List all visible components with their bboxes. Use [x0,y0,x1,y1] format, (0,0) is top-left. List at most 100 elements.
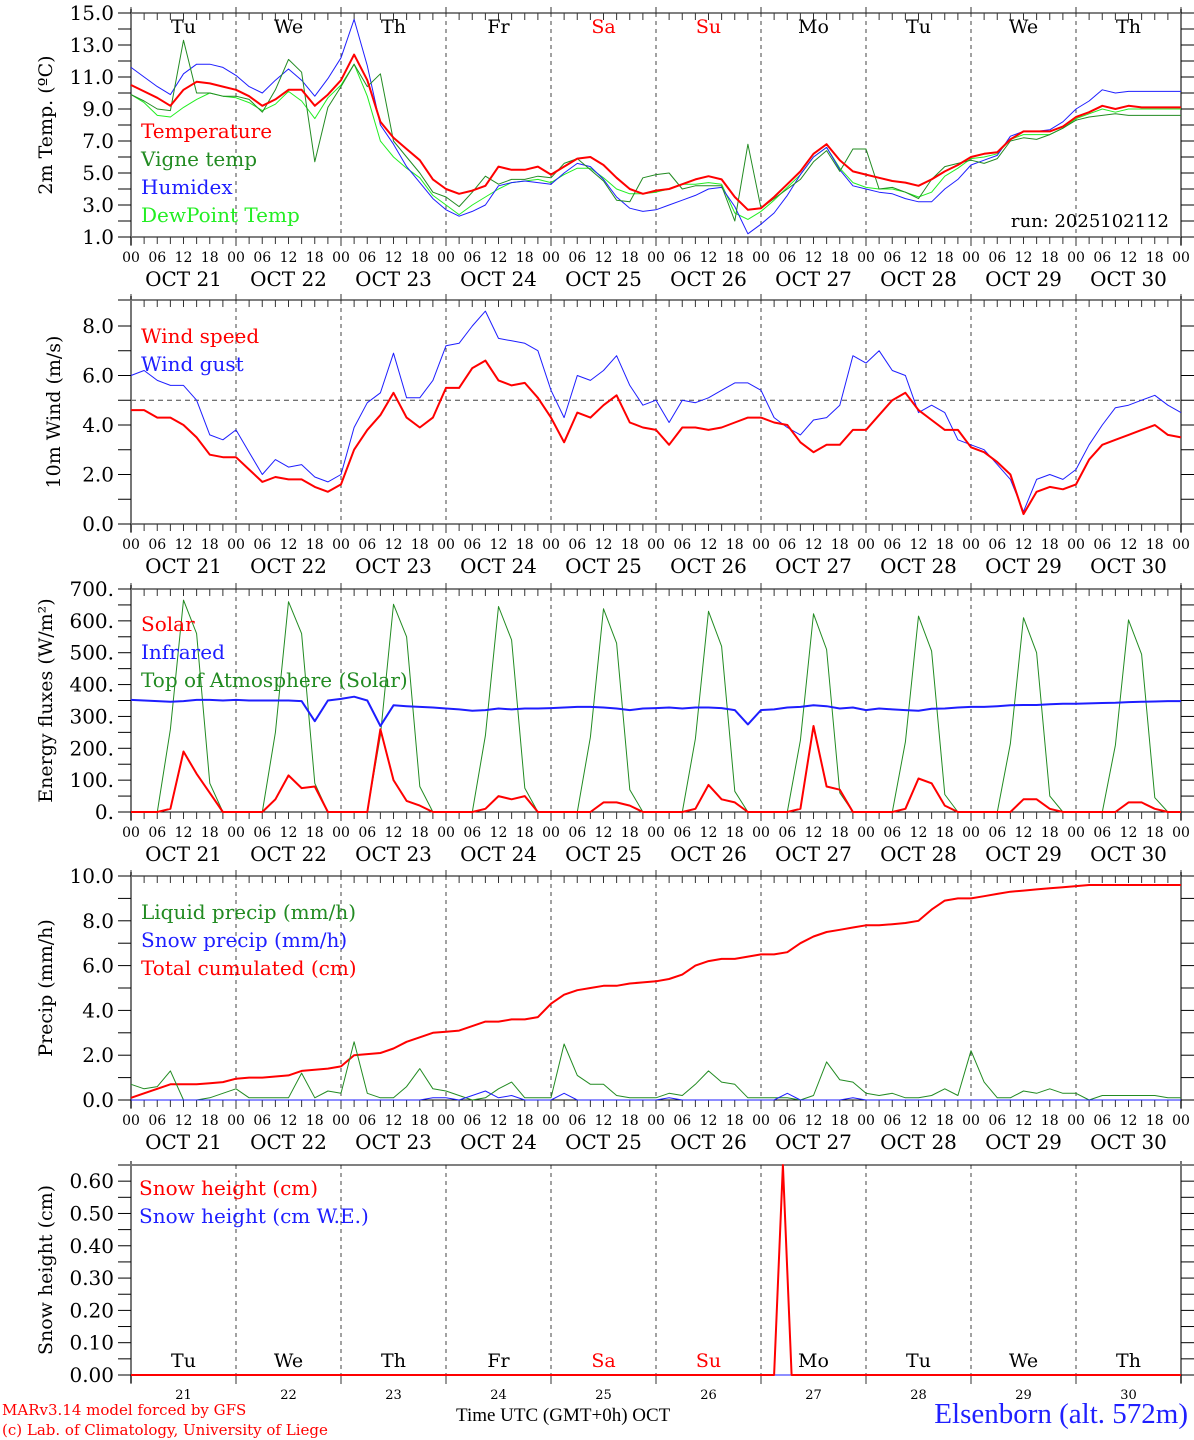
x-hour-label: 18 [621,250,639,266]
x-hour-label: 00 [647,537,665,553]
x-date-label: OCT 25 [565,842,642,866]
series-line-temperature [130,53,1181,211]
x-hour-label: 00 [542,250,560,266]
x-hour-label: 18 [516,825,534,841]
x-date-label: OCT 21 [145,1130,222,1154]
x-date-label: OCT 26 [670,554,747,578]
x-hour-label: 06 [988,537,1006,553]
x-hour-label: 06 [673,250,691,266]
x-hour-label: 06 [358,825,376,841]
x-hour-label: 12 [385,825,403,841]
x-hour-label: 00 [647,825,665,841]
y-tick-label: 11.0 [69,65,114,89]
x-hour-label: 00 [227,537,245,553]
x-hour-label: 00 [857,250,875,266]
x-hour-label: 00 [332,250,350,266]
y-tick-label: 8.0 [82,314,114,338]
series-line-infrared [130,695,1181,727]
x-hour-label: 06 [1093,250,1111,266]
x-hour-label: 06 [148,537,166,553]
x-date-label: OCT 24 [460,1130,537,1154]
day-of-week-label: Th [1116,16,1141,38]
x-hour-label: 00 [542,537,560,553]
x-date-label: OCT 30 [1090,267,1167,291]
x-hour-label: 00 [1067,1113,1085,1129]
x-hour-label: 18 [936,1113,954,1129]
legend-entry: Humidex [141,175,233,199]
y-tick-label: 0.0 [82,1088,114,1112]
x-hour-label: 06 [568,1113,586,1129]
x-hour-label: 00 [647,1113,665,1129]
x-hour-label: 12 [910,1113,928,1129]
x-hour-label: 12 [1015,537,1033,553]
x-hour-label: 18 [726,825,744,841]
x-hour-label: 12 [385,1113,403,1129]
x-hour-label: 12 [280,1113,298,1129]
x-date-label: OCT 22 [250,842,327,866]
x-date-label: OCT 21 [145,267,222,291]
x-hour-label: 00 [1067,250,1085,266]
day-of-week-label: Tu [906,1350,931,1372]
x-hour-label: 12 [910,250,928,266]
legend-entry: Total cumulated (cm) [141,956,357,980]
x-hour-label: 18 [1146,825,1164,841]
x-date-label: OCT 28 [880,267,957,291]
x-hour-label: 00 [962,537,980,553]
x-hour-label: 18 [936,537,954,553]
y-tick-label: 6.0 [82,954,114,978]
x-date-label: OCT 27 [775,1130,852,1154]
x-date-label: OCT 24 [460,554,537,578]
x-hour-label: 00 [647,250,665,266]
x-date-label: OCT 26 [670,267,747,291]
x-date-label: OCT 27 [775,267,852,291]
x-hour-label: 12 [280,537,298,553]
x-day-number: 21 [175,1388,192,1403]
y-tick-label: 4.0 [82,998,114,1022]
x-hour-label: 18 [411,825,429,841]
x-hour-label: 12 [595,537,613,553]
x-hour-label: 18 [411,1113,429,1129]
x-day-number: 24 [490,1388,507,1403]
x-hour-label: 06 [883,537,901,553]
x-day-number: 25 [595,1388,612,1403]
x-hour-label: 12 [280,825,298,841]
x-hour-label: 18 [411,537,429,553]
x-date-label: OCT 29 [985,842,1062,866]
panel-snow: 0.00 0.10 0.20 0.30 0.40 0.50 0.60 Snow height … [35,1161,1194,1403]
x-hour-label: 00 [1172,250,1190,266]
x-date-label: OCT 22 [250,1130,327,1154]
x-hour-label: 06 [253,250,271,266]
x-hour-label: 18 [831,825,849,841]
x-hour-label: 12 [1015,825,1033,841]
x-day-number: 28 [910,1388,927,1403]
x-day-number: 23 [385,1388,402,1403]
x-hour-label: 06 [253,1113,271,1129]
day-of-week-label: We [1009,16,1038,38]
y-tick-label: 0. [95,800,114,824]
legend-entry: Wind speed [141,324,259,348]
day-of-week-label: Sa [591,1350,615,1372]
x-hour-label: 12 [490,1113,508,1129]
x-hour-label: 06 [883,1113,901,1129]
x-hour-label: 00 [752,537,770,553]
x-hour-label: 12 [385,537,403,553]
x-hour-label: 18 [1146,1113,1164,1129]
legend-entry: DewPoint Temp [141,203,300,227]
day-of-week-label: Mo [798,1350,829,1372]
x-hour-label: 18 [726,250,744,266]
y-tick-label: 0.40 [69,1234,114,1258]
x-hour-label: 18 [1041,825,1059,841]
x-date-label: OCT 25 [565,554,642,578]
x-date-label: OCT 30 [1090,554,1167,578]
x-hour-label: 00 [1172,825,1190,841]
x-hour-label: 00 [332,825,350,841]
x-hour-label: 00 [227,1113,245,1129]
legend-entry: Top of Atmosphere (Solar) [141,668,408,692]
x-hour-label: 18 [936,250,954,266]
x-hour-label: 00 [752,1113,770,1129]
x-date-label: OCT 25 [565,1130,642,1154]
y-tick-label: 0.20 [69,1298,114,1322]
x-hour-label: 18 [201,825,219,841]
panel-energy: 0. 100. 200. 300. 400. 500. 600. 700. Energy flu… [35,577,1194,866]
